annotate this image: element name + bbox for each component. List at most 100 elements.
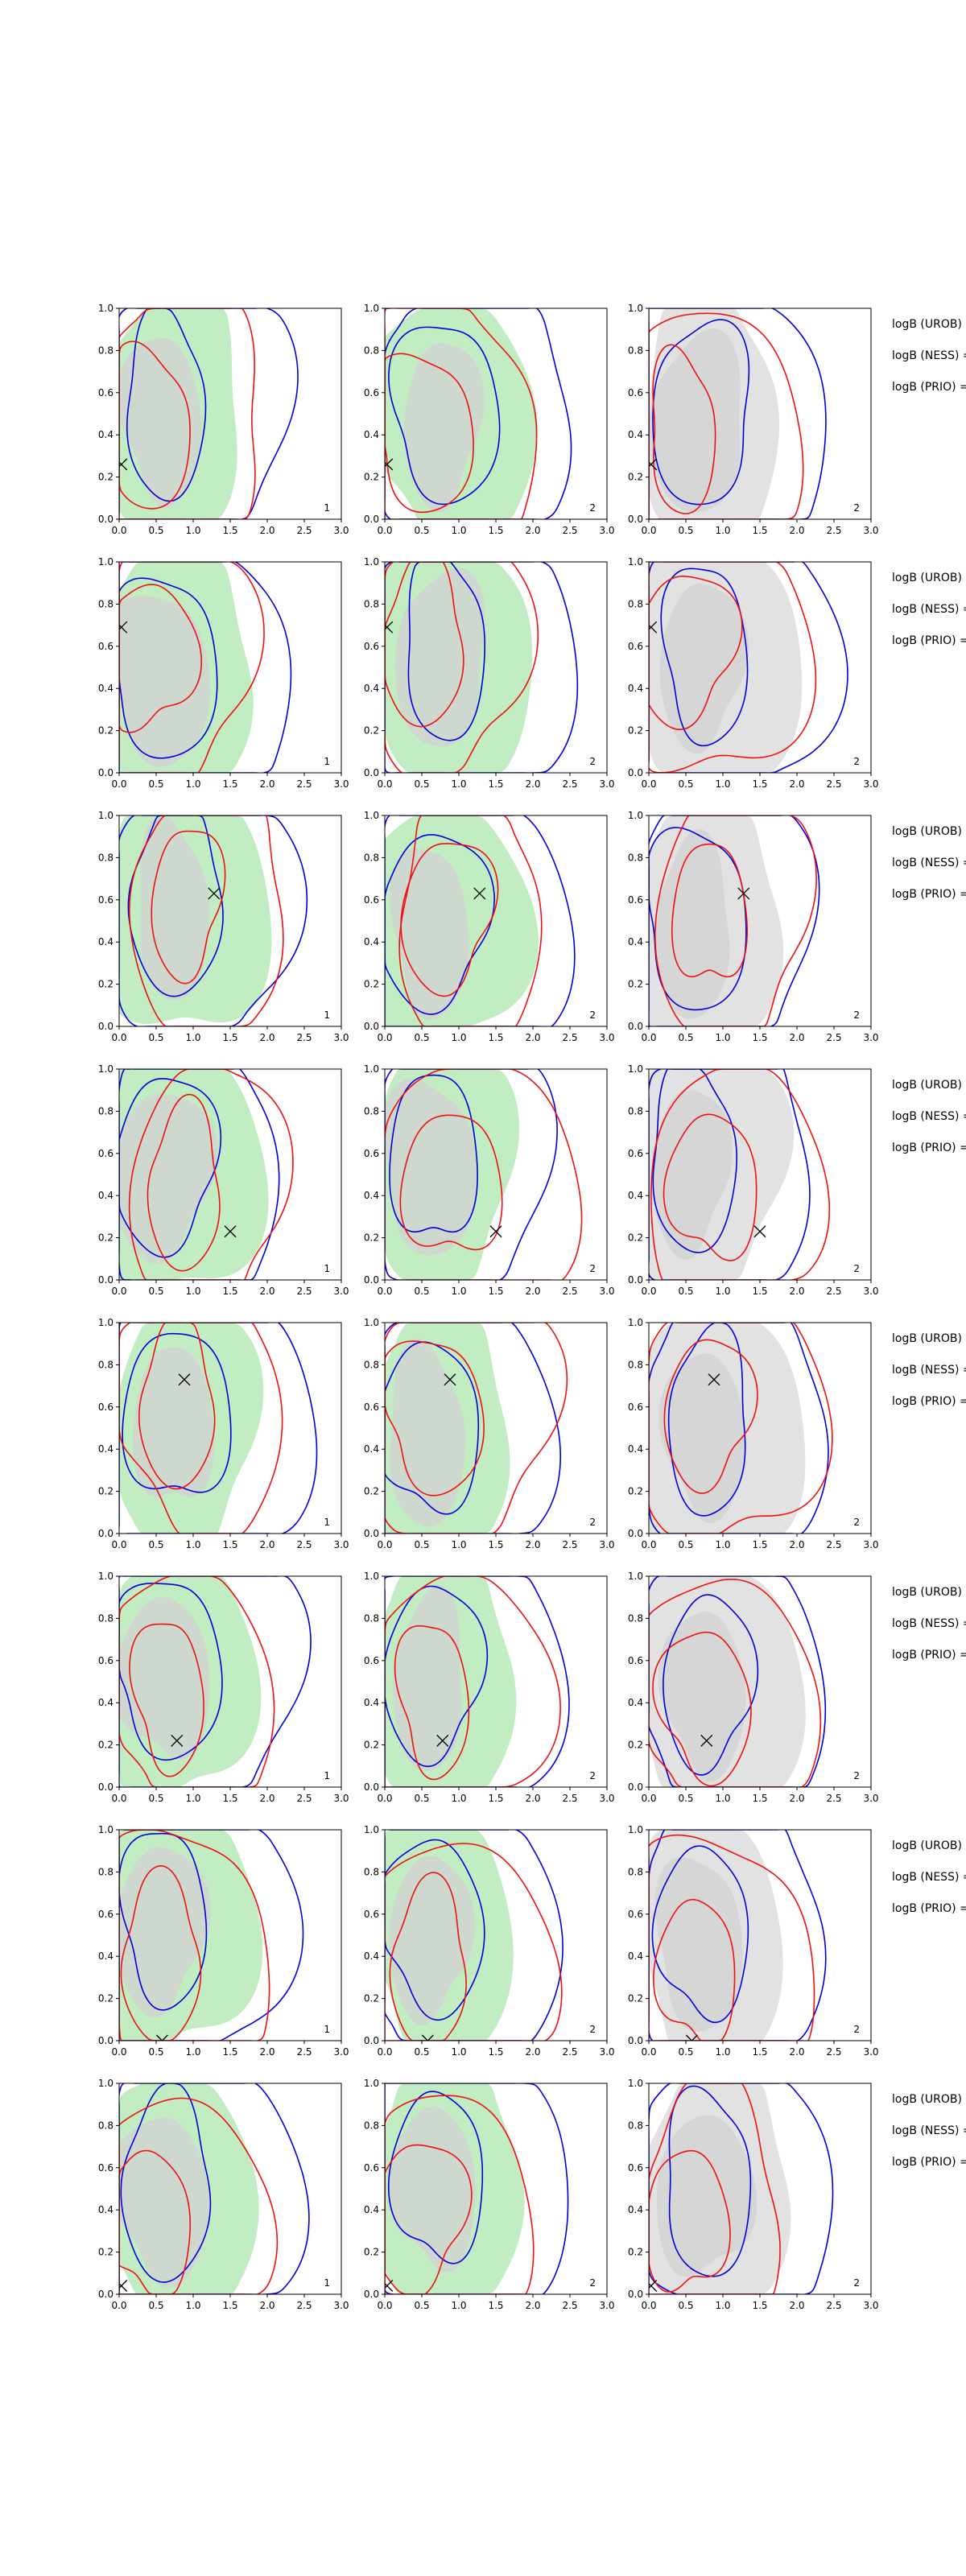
blue-inner-contour	[652, 319, 750, 506]
y-tick-label: 0.8	[364, 598, 379, 609]
x-tick-label: 1.5	[752, 1032, 767, 1043]
x-tick-label: 3.0	[863, 1539, 878, 1550]
x-tick-label: 1.0	[715, 525, 730, 536]
x-tick-label: 0.5	[414, 525, 429, 536]
y-tick-label: 1.0	[98, 1824, 114, 1835]
red-outer-contour	[119, 1830, 270, 2041]
x-tick-label: 0.5	[678, 1539, 693, 1550]
panel-label: 2	[853, 1770, 860, 1781]
y-tick-label: 1.0	[364, 810, 379, 821]
panel-label: 1	[324, 2024, 330, 2035]
y-tick-label: 1.0	[628, 556, 643, 568]
y-tick-label: 0.6	[628, 387, 643, 398]
x-tick-label: 0.0	[641, 1032, 656, 1043]
x-tick-label: 1.0	[715, 1539, 730, 1550]
inner-credible-region	[119, 1093, 218, 1264]
x-tick-label: 2.5	[826, 1793, 841, 1804]
inner-credible-region	[394, 568, 485, 747]
y-tick-label: 0.6	[364, 894, 379, 906]
panel-r3-c1: 0.0 0.5 1.0 1.5 2.0 2.5 3.0 0.0 0.2 0.4 0.6 0.8 1.0 1	[98, 810, 349, 1043]
panel-label: 1	[324, 2277, 330, 2289]
x-tick-label: 2.5	[826, 1032, 841, 1043]
y-tick-label: 0.8	[98, 1612, 114, 1624]
y-tick-label: 0.0	[628, 514, 643, 525]
x-tick-label: 2.5	[562, 778, 577, 790]
inner-credible-region	[390, 1339, 466, 1527]
panel-label: 2	[589, 1263, 596, 1274]
x-tick-label: 1.0	[185, 525, 200, 536]
x-tick-label: 0.5	[414, 2046, 429, 2058]
contour-group	[649, 1069, 831, 1280]
x-tick-label: 0.5	[678, 2300, 693, 2311]
y-tick-label: 0.8	[628, 2120, 643, 2131]
y-tick-label: 0.8	[98, 345, 114, 356]
y-tick-label: 0.6	[628, 1148, 643, 1159]
x-tick-label: 2.0	[789, 1286, 804, 1297]
y-tick-label: 0.4	[98, 683, 114, 694]
x-tick-label: 0.5	[414, 1539, 429, 1550]
y-tick-label: 1.0	[98, 556, 114, 568]
x-tick-label: 2.5	[826, 1286, 841, 1297]
inner-credible-region	[119, 595, 211, 767]
y-tick-label: 0.8	[364, 1359, 379, 1370]
y-tick-label: 0.0	[98, 1274, 114, 1286]
y-tick-label: 1.0	[628, 1317, 643, 1328]
y-tick-label: 0.2	[364, 725, 379, 737]
x-tick-label: 3.0	[333, 525, 349, 536]
y-tick-label: 0.6	[98, 387, 114, 398]
contour-group	[119, 308, 299, 519]
panel-r6-c2: 0.0 0.5 1.0 1.5 2.0 2.5 3.0 0.0 0.2 0.4 0.6 0.8 1.0 2	[364, 1571, 615, 1804]
y-tick-label: 0.8	[98, 852, 114, 863]
panel-label: 2	[589, 2277, 596, 2289]
y-tick-label: 0.0	[98, 1528, 114, 1539]
y-tick-label: 0.6	[98, 641, 114, 652]
truth-marker	[700, 1734, 713, 1747]
blue-inner-contour	[385, 1585, 489, 1768]
x-tick-label: 1.5	[488, 2046, 503, 2058]
contour-group	[119, 562, 292, 773]
x-tick-label: 1.5	[222, 2300, 237, 2311]
blue-inner-contour	[120, 2083, 212, 2283]
logb-annotation: logB (PRIO) =	[892, 1902, 966, 1915]
y-tick-label: 0.2	[98, 725, 114, 737]
x-tick-label: 2.5	[562, 1539, 577, 1550]
truth-marker	[685, 2034, 698, 2041]
red-inner-contour	[663, 1339, 758, 1494]
logb-annotation: logB (NESS) =	[892, 857, 966, 869]
panel-r8-c3: 0.0 0.5 1.0 1.5 2.0 2.5 3.0 0.0 0.2 0.4 0.6 0.8 1.0 2	[628, 2078, 879, 2311]
y-tick-label: 0.4	[364, 1951, 379, 1962]
contour-group	[119, 1069, 294, 1280]
blue-inner-contour	[385, 1341, 480, 1515]
contour-group	[649, 562, 848, 773]
y-tick-label: 0.6	[628, 641, 643, 652]
x-tick-label: 0.5	[148, 2300, 163, 2311]
x-tick-label: 1.0	[185, 1793, 200, 1804]
logb-annotation: logB (PRIO) =	[892, 1141, 966, 1154]
panel-r1-c3: 0.0 0.5 1.0 1.5 2.0 2.5 3.0 0.0 0.2 0.4 0.6 0.8 1.0 2	[628, 303, 879, 536]
panel-r3-c2: 0.0 0.5 1.0 1.5 2.0 2.5 3.0 0.0 0.2 0.4 0.6 0.8 1.0 2	[364, 810, 615, 1043]
x-tick-label: 0.5	[148, 525, 163, 536]
x-tick-label: 3.0	[333, 778, 349, 790]
blue-inner-contour	[122, 1332, 232, 1493]
y-tick-label: 0.8	[364, 2120, 379, 2131]
x-tick-label: 0.5	[148, 1286, 163, 1297]
x-tick-label: 2.0	[789, 1032, 804, 1043]
red-inner-contour	[399, 1114, 503, 1251]
x-tick-label: 2.5	[562, 2300, 577, 2311]
y-tick-label: 0.0	[628, 2035, 643, 2046]
contour-group	[385, 1323, 568, 1534]
x-tick-label: 1.0	[451, 2300, 466, 2311]
x-tick-label: 0.0	[641, 525, 656, 536]
y-tick-label: 0.8	[628, 1359, 643, 1370]
red-outer-contour	[649, 1323, 833, 1534]
y-tick-label: 0.8	[364, 852, 379, 863]
x-tick-label: 0.0	[111, 2300, 126, 2311]
red-inner-contour	[663, 1113, 758, 1261]
blue-inner-contour	[660, 568, 749, 747]
logb-annotation: logB (NESS) =	[892, 1110, 966, 1123]
panel-label: 1	[324, 1263, 330, 1274]
x-tick-label: 0.0	[111, 525, 126, 536]
x-tick-label: 1.0	[185, 2046, 200, 2058]
x-tick-label: 2.0	[789, 1793, 804, 1804]
